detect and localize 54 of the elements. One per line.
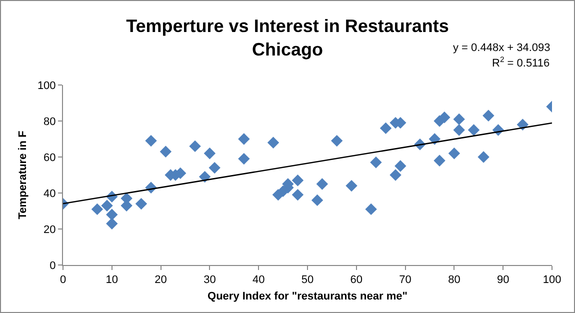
point [91, 203, 104, 216]
point [390, 169, 402, 181]
point [380, 122, 392, 134]
point [106, 218, 118, 230]
x-tick-label: 60 [350, 274, 363, 286]
point [292, 174, 304, 186]
chart-title: Temperture vs Interest in Restaurants Chicago [126, 16, 449, 60]
point [311, 194, 324, 206]
x-tick-label: 20 [154, 274, 167, 286]
x-tick-label: 70 [399, 274, 412, 286]
point [330, 134, 343, 147]
point [145, 134, 157, 147]
x-tick-label: 10 [106, 274, 118, 286]
y-axis-title: Temperature in F [17, 130, 30, 220]
x-tick-label: 0 [60, 274, 66, 286]
point [365, 203, 377, 216]
point [208, 162, 220, 174]
point [394, 160, 406, 172]
point [453, 113, 465, 126]
point [238, 133, 250, 145]
text: y = 0.448x + 34.093 [453, 42, 550, 54]
y-tick-label: 20 [44, 224, 56, 236]
x-axis-title: Query Index for "restaurants near me" [208, 290, 408, 302]
y-tick-label: 0 [50, 260, 56, 272]
point [370, 156, 382, 168]
x-tick-label: 90 [496, 274, 510, 286]
y-tick-label: 100 [37, 80, 56, 92]
x-tick-label: 30 [204, 274, 216, 286]
point [438, 112, 450, 124]
point [316, 178, 328, 190]
point [468, 124, 480, 136]
point [267, 136, 280, 148]
text: R$^{2}$ = 0.5116 [492, 55, 550, 70]
x-tick-label: 100 [542, 274, 562, 286]
point [292, 188, 304, 201]
x-tick-label: 40 [252, 274, 265, 286]
point [204, 148, 216, 160]
point [346, 180, 358, 192]
y-tick-label: 40 [44, 188, 56, 200]
point [189, 140, 201, 152]
point [448, 148, 460, 160]
point [482, 110, 494, 122]
point [478, 151, 490, 163]
point [101, 200, 113, 212]
y-tick-label: 80 [44, 116, 56, 128]
x-tick-label: 50 [301, 274, 314, 286]
point [238, 152, 250, 165]
point [453, 124, 465, 136]
point [434, 154, 446, 166]
x-tick-label: 80 [448, 274, 460, 286]
point [160, 146, 172, 158]
point [135, 198, 148, 210]
y-tick-label: 60 [44, 152, 56, 164]
point [106, 208, 118, 220]
